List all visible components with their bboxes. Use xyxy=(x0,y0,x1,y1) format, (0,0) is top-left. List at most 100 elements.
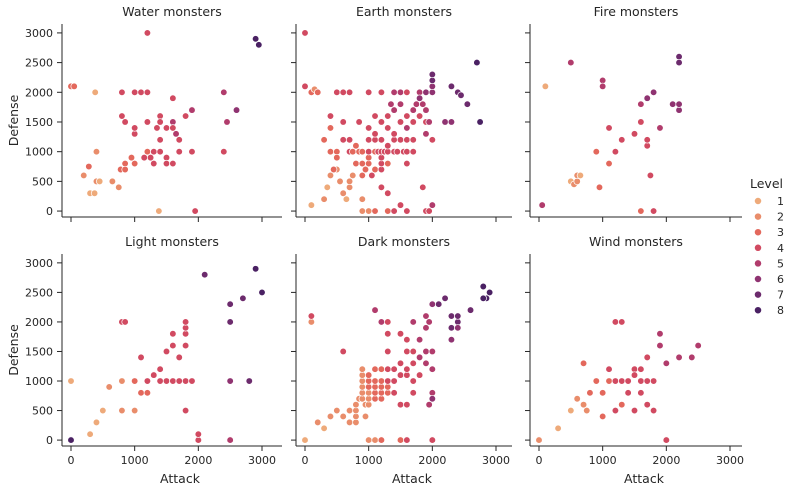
scatter-point xyxy=(396,359,405,367)
scatter-point xyxy=(239,294,247,302)
scatter-point xyxy=(675,58,683,67)
scatter-point xyxy=(409,389,417,397)
facet-panel: Fire monsters xyxy=(525,4,742,222)
scatter-point xyxy=(567,58,575,67)
scatter-point xyxy=(371,130,379,138)
scatter-point xyxy=(156,377,164,385)
scatter-point xyxy=(384,365,392,373)
scatter-point xyxy=(428,136,436,144)
scatter-point xyxy=(301,436,309,444)
scatter-point xyxy=(630,371,639,379)
scatter-point xyxy=(314,418,322,427)
legend-label: 5 xyxy=(777,257,784,270)
scatter-point xyxy=(169,330,177,338)
scatter-point xyxy=(656,124,664,132)
scatter-point xyxy=(554,424,562,432)
scatter-point xyxy=(428,365,436,373)
scatter-point xyxy=(428,70,436,79)
scatter-point xyxy=(150,371,158,379)
scatter-point xyxy=(188,148,196,156)
scatter-point xyxy=(258,288,266,297)
scatter-point xyxy=(131,159,139,168)
scatter-point xyxy=(403,112,411,120)
scatter-point xyxy=(326,171,335,180)
scatter-point xyxy=(403,436,411,444)
scatter-point xyxy=(643,377,651,385)
scatter-point xyxy=(428,201,436,209)
scatter-point xyxy=(169,377,177,385)
scatter-point xyxy=(358,171,366,180)
scatter-point xyxy=(396,371,405,379)
scatter-point xyxy=(688,353,696,362)
scatter-point xyxy=(377,118,386,126)
scatter-point xyxy=(345,88,354,96)
scatter-point xyxy=(131,406,139,415)
x-tick-label: 1000 xyxy=(355,454,383,467)
scatter-point xyxy=(428,395,436,403)
scatter-point xyxy=(428,300,436,308)
facet-panel: Earth monsters xyxy=(291,4,512,222)
scatter-point xyxy=(345,136,354,144)
scatter-point xyxy=(646,171,655,180)
scatter-point xyxy=(605,124,613,132)
x-tick-label: 3000 xyxy=(248,454,276,467)
scatter-point xyxy=(371,365,379,373)
scatter-point xyxy=(80,171,88,180)
scatter-point xyxy=(393,148,401,156)
scatter-point xyxy=(422,130,430,138)
y-tick-label: 1500 xyxy=(25,345,53,358)
scatter-point xyxy=(121,118,129,126)
scatter-point xyxy=(649,406,658,415)
scatter-point xyxy=(605,377,613,385)
scatter-point xyxy=(307,312,316,320)
facet-panel: Dark monsters 0 1000 2000 3000 Attack xyxy=(291,234,512,486)
scatter-point xyxy=(175,353,183,362)
scatter-point xyxy=(137,389,145,397)
scatter-point xyxy=(592,148,600,156)
scatter-point xyxy=(320,136,328,144)
scatter-point xyxy=(175,136,183,144)
scatter-point xyxy=(441,118,449,126)
scatter-point xyxy=(121,318,129,326)
scatter-point xyxy=(181,318,190,326)
scatter-point xyxy=(662,436,670,444)
scatter-point xyxy=(339,88,347,96)
scatter-point xyxy=(384,330,392,338)
scatter-point xyxy=(384,377,392,385)
level-legend: Level 1 2 3 4 5 6 7 8 xyxy=(750,176,784,317)
scatter-point xyxy=(352,400,360,409)
legend-label: 3 xyxy=(777,226,784,239)
y-tick-label: 1000 xyxy=(25,146,53,159)
scatter-point xyxy=(320,424,328,432)
scatter-point xyxy=(326,148,335,156)
scatter-point xyxy=(377,136,386,144)
scatter-point xyxy=(339,412,347,421)
scatter-point xyxy=(669,100,677,108)
scatter-point xyxy=(656,330,664,338)
scatter-point xyxy=(637,100,645,108)
scatter-point xyxy=(156,118,164,126)
scatter-point xyxy=(301,29,309,37)
scatter-point xyxy=(403,88,411,96)
y-tick-label: 2500 xyxy=(25,286,53,299)
legend-marker xyxy=(754,197,762,205)
scatter-point xyxy=(605,159,613,168)
scatter-point xyxy=(352,142,360,150)
scatter-point xyxy=(70,82,78,91)
scatter-point xyxy=(384,159,392,168)
scatter-point xyxy=(384,124,392,132)
scatter-point xyxy=(535,436,543,444)
scatter-point xyxy=(377,377,386,385)
scatter-point xyxy=(415,94,424,102)
scatter-point xyxy=(137,88,145,96)
scatter-point xyxy=(181,406,190,415)
scatter-point xyxy=(576,171,585,180)
scatter-point xyxy=(454,324,462,332)
scatter-point xyxy=(226,318,234,326)
facet-panel: Light monsters 0 500 1000 1500 2000 2500 3000 0 1… xyxy=(6,234,282,486)
scatter-point xyxy=(339,136,347,144)
scatter-point xyxy=(618,318,626,326)
scatter-point xyxy=(371,377,379,385)
scatter-point xyxy=(419,183,427,191)
scatter-point xyxy=(361,165,370,174)
